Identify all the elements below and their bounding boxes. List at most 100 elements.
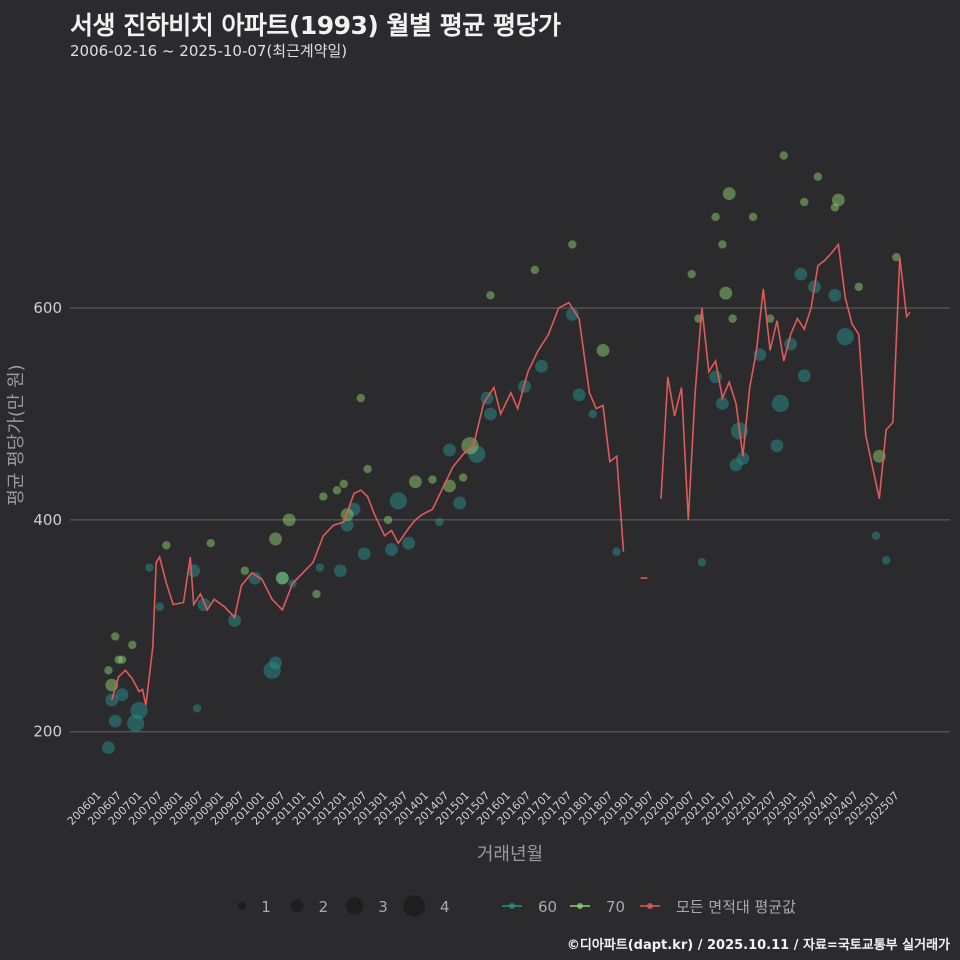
legend-series-avg-dot [647, 903, 653, 909]
point-70-2 [111, 632, 120, 641]
point-60-26 [443, 443, 456, 457]
legend-series-60-dot [509, 903, 515, 909]
average-line-segment-0 [111, 301, 625, 706]
point-70-42 [831, 193, 845, 207]
average-line-group [111, 242, 911, 706]
data-points [102, 151, 901, 755]
point-70-12 [312, 589, 321, 599]
point-70-34 [722, 187, 736, 201]
legend-size-circle-4 [403, 895, 426, 917]
point-60-44 [770, 439, 784, 453]
legend-size-label-4: 4 [440, 898, 450, 916]
point-70-31 [711, 212, 720, 222]
y-tick-label-400: 400 [33, 511, 62, 529]
point-70-24 [461, 437, 479, 455]
point-70-23 [458, 473, 468, 482]
y-axis-label: 평균 평당가(만 원) [6, 364, 27, 505]
point-60-33 [565, 307, 579, 321]
x-axis-ticks: 2006012006072007012007072008012008072009… [65, 789, 902, 828]
legend-series-60-label: 60 [538, 898, 557, 916]
point-60-9 [192, 704, 202, 713]
point-70-37 [765, 314, 775, 323]
point-70-20 [409, 475, 422, 489]
point-70-18 [363, 464, 372, 474]
y-axis-ticks: 200 400 600 [33, 299, 62, 741]
point-70-36 [748, 212, 758, 222]
point-70-10 [275, 571, 289, 585]
point-60-27 [453, 496, 467, 510]
point-60-45 [771, 394, 789, 412]
y-tick-label-200: 200 [33, 723, 62, 741]
chart-subtitle: 2006-02-16 ~ 2025-10-07(최근계약일) [70, 42, 348, 60]
point-70-38 [779, 151, 788, 160]
point-60-52 [871, 531, 881, 540]
point-70-9 [269, 532, 282, 546]
point-60-24 [402, 536, 415, 550]
point-60-51 [836, 328, 854, 346]
point-70-4 [117, 655, 127, 664]
grid-lines [70, 307, 950, 733]
legend-size-circle-1 [237, 901, 247, 911]
legend: 1 2 3 4 60 70 모든 면적대 평균값 [237, 895, 796, 917]
point-70-7 [206, 538, 215, 548]
y-tick-label-600: 600 [33, 299, 62, 317]
point-60-48 [797, 369, 811, 383]
point-60-17 [315, 563, 325, 572]
legend-series-70-dot [577, 903, 583, 909]
point-60-14 [269, 656, 282, 670]
point-60-3 [115, 688, 129, 702]
point-60-36 [612, 547, 621, 556]
point-70-6 [162, 541, 171, 550]
point-70-14 [332, 486, 342, 495]
point-60-35 [588, 409, 597, 419]
point-70-11 [282, 513, 296, 527]
point-70-27 [568, 240, 577, 249]
point-70-17 [356, 393, 366, 403]
point-70-40 [813, 172, 823, 181]
point-60-23 [389, 492, 407, 510]
legend-series-avg-label: 모든 면적대 평균값 [676, 898, 796, 916]
legend-size-label-1: 1 [261, 898, 271, 916]
point-60-12 [248, 571, 262, 585]
point-70-25 [486, 291, 495, 300]
point-70-8 [240, 566, 250, 575]
point-70-32 [718, 240, 727, 249]
point-70-33 [719, 286, 733, 300]
point-70-29 [687, 269, 696, 279]
point-60-7 [155, 602, 164, 611]
source-caption: ©디아파트(dapt.kr) / 2025.10.11 / 자료=국토교통부 실… [566, 938, 950, 953]
point-60-5 [130, 701, 148, 720]
point-60-30 [484, 407, 497, 421]
legend-size-label-3: 3 [378, 898, 388, 916]
point-60-39 [715, 396, 729, 410]
point-70-21 [428, 475, 437, 484]
point-60-34 [572, 388, 586, 402]
point-60-53 [881, 555, 891, 565]
point-70-13 [319, 492, 328, 501]
point-70-35 [728, 314, 737, 323]
point-70-26 [530, 265, 539, 275]
point-60-37 [697, 558, 707, 567]
point-60-46 [784, 337, 798, 351]
point-60-2 [108, 714, 122, 728]
point-60-25 [435, 517, 444, 527]
point-60-42 [736, 452, 750, 465]
point-70-22 [443, 479, 456, 493]
point-60-0 [102, 741, 115, 755]
legend-series-70-label: 70 [606, 898, 625, 916]
point-70-43 [854, 282, 864, 292]
point-70-28 [596, 344, 610, 357]
point-70-39 [800, 197, 809, 207]
chart-title: 서생 진하비치 아파트(1993) 월별 평균 평당가 [70, 11, 561, 40]
point-70-15 [339, 479, 348, 489]
legend-size-label-2: 2 [319, 898, 329, 916]
legend-size-circle-3 [346, 897, 364, 915]
point-60-11 [228, 614, 242, 627]
point-60-6 [145, 563, 154, 572]
point-60-21 [357, 547, 371, 561]
average-line-segment-2 [660, 242, 911, 520]
point-70-19 [383, 515, 393, 525]
point-60-32 [535, 359, 549, 373]
point-70-1 [104, 666, 113, 675]
